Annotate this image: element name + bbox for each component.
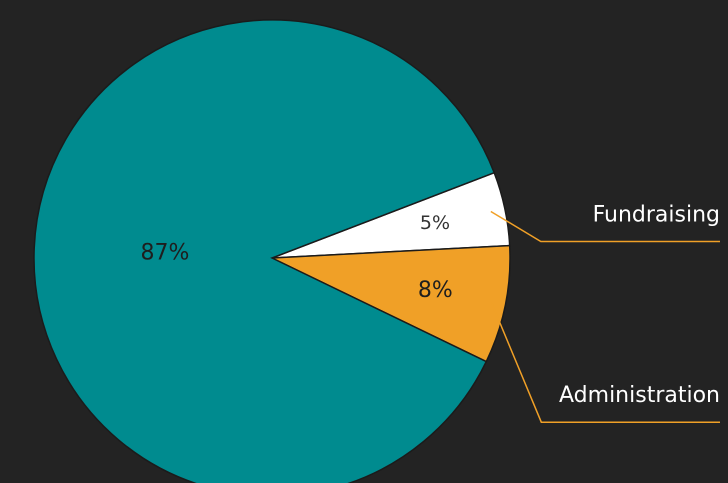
category-label: Fundraising xyxy=(593,202,720,227)
leader-line xyxy=(490,210,720,243)
slice-value-label: 5% xyxy=(420,212,450,234)
slice-value-label: 8% xyxy=(418,278,453,303)
pie-slice xyxy=(33,19,496,483)
leader-line xyxy=(490,301,720,423)
pie-slice xyxy=(271,244,511,363)
category-label: Administration xyxy=(559,383,720,408)
slice-value-label: 87% xyxy=(141,241,190,266)
